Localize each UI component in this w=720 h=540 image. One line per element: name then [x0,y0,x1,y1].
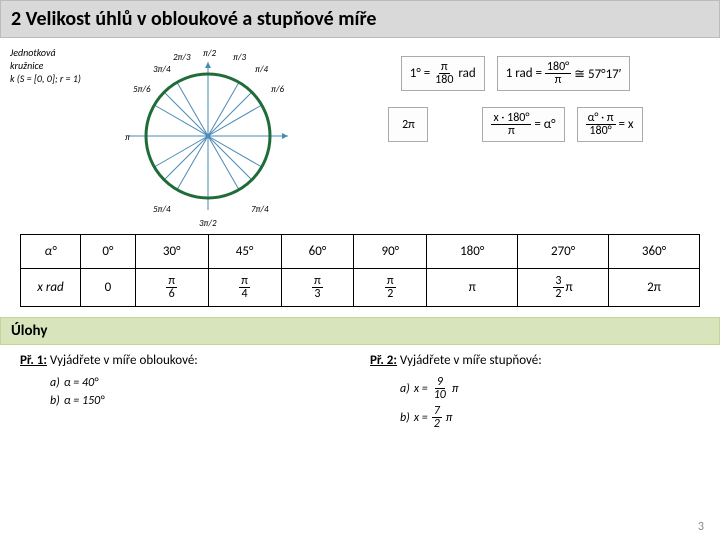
angle-label: π/6 [271,84,284,95]
rhs: = x [619,117,634,132]
table-cell: π4 [208,269,281,307]
table-cell: 90° [354,235,427,269]
angle-label: π/3 [233,52,246,63]
table-cell: 180° [427,235,518,269]
formula-panel: 1° = π 180 rad 1 rad = 180° π ≅ 57°17′ 2… [321,46,710,226]
fraction: α° · π 180° [586,112,616,137]
ex-label: Př. 1: [20,353,47,368]
fraction: π 180 [433,61,455,86]
item-label: b) [50,394,60,408]
denominator: 2 [432,418,442,430]
table-cell: 0° [81,235,136,269]
table-cell: π6 [135,269,208,307]
conversion-table-wrap: α° 0°30°45°60°90°180°270°360° x rad 0π6π… [0,230,720,311]
table-row-degrees: α° 0°30°45°60°90°180°270°360° [21,235,700,269]
note-line: Jednotková [10,46,95,59]
unit-circle-diagram: π/2 2π/33π/45π/6 π π/3 π/4π/6 5π/4 3π/2 7π/4 [103,46,313,226]
circle-description: Jednotková kružnice k (S = [0, 0]; r = 1… [10,46,95,226]
denominator: π [553,74,564,86]
item-pre: x = [414,382,428,396]
table-cell: π [427,269,518,307]
exercises-area: Př. 1: Vyjádřete v míře obloukové: a) α … [0,345,720,434]
fraction: 180° π [545,61,571,86]
ex-item: b) α = 150° [50,394,350,408]
rhs: = α° [534,117,555,132]
item-expr: α = 40° [64,376,98,390]
table-cell: 360° [609,235,700,269]
fraction: x · 180° π [491,112,531,137]
table-cell: 270° [518,235,609,269]
ex-item: a) α = 40° [50,376,350,390]
item-label: a) [400,382,410,396]
item-suf: π [452,382,459,396]
ex-text: Vyjádřete v míře stupňové: [397,353,542,368]
item-label: b) [400,411,410,425]
page-number: 3 [698,520,704,534]
note-line: kružnice [10,59,95,72]
angle-label: π/4 [255,64,268,75]
table-cell: 0 [81,269,136,307]
formula-row: 2π x · 180° π = α° α° · π 180° = x [321,107,710,142]
denominator: 180 [433,74,455,86]
section-title: 2 Velikost úhlů v obloukové a stupňové m… [0,0,720,38]
item-expr: α = 150° [64,394,105,408]
formula-deg-to-rad: 1° = π 180 rad [401,56,485,91]
table-cell: 60° [281,235,354,269]
lhs: 1 rad = [506,66,542,81]
row-header: α° [21,235,81,269]
angle-label: 3π/4 [153,64,171,75]
denominator: π [506,125,517,137]
exercise-2: Př. 2: Vyjádřete v míře stupňové: a) x =… [370,353,700,434]
note-line: k (S = [0, 0]; r = 1) [10,72,95,85]
formula-x-to-deg: x · 180° π = α° [482,107,564,142]
angle-label: 3π/2 [199,218,217,229]
row-header: x rad [21,269,81,307]
lhs: 1° = [410,66,430,81]
formula-row: 1° = π 180 rad 1 rad = 180° π ≅ 57°17′ [321,56,710,91]
angle-label: 7π/4 [251,204,269,215]
conversion-table: α° 0°30°45°60°90°180°270°360° x rad 0π6π… [20,234,700,307]
table-cell: 2π [609,269,700,307]
table-cell: π3 [281,269,354,307]
formula-deg-to-x: α° · π 180° = x [577,107,643,142]
table-cell: 32π [518,269,609,307]
exercise-1: Př. 1: Vyjádřete v míře obloukové: a) α … [20,353,350,434]
angle-label: 5π/6 [133,84,151,95]
two-pi-box: 2π [388,107,428,142]
table-cell: 45° [208,235,281,269]
approx: ≅ 57°17′ [574,66,621,82]
fraction: 9 10 [432,376,448,401]
denominator: 10 [432,389,448,401]
suffix: rad [458,66,475,81]
unit-circle-svg [103,46,313,226]
denominator: 180° [587,125,613,137]
fraction: 7 2 [432,405,442,430]
angle-label: π [125,132,130,143]
formula-rad-to-deg: 1 rad = 180° π ≅ 57°17′ [497,56,631,91]
ex-label: Př. 2: [370,353,397,368]
ex-item: a) x = 9 10 π [400,376,700,401]
ex-item: b) x = 7 2 π [400,405,700,430]
table-row-radians: x rad 0π6π4π3π2π32π2π [21,269,700,307]
exercises-heading: Úlohy [0,317,720,345]
item-suf: π [446,411,453,425]
ex-text: Vyjádřete v míře obloukové: [47,353,198,368]
item-pre: x = [414,411,428,425]
exercise-title: Př. 2: Vyjádřete v míře stupňové: [370,353,700,368]
table-cell: π2 [354,269,427,307]
top-area: Jednotková kružnice k (S = [0, 0]; r = 1… [0,38,720,230]
angle-label: π/2 [203,48,216,59]
angle-label: 5π/4 [153,204,171,215]
table-cell: 30° [135,235,208,269]
item-label: a) [50,376,60,390]
angle-label: 2π/3 [173,52,191,63]
exercise-title: Př. 1: Vyjádřete v míře obloukové: [20,353,350,368]
